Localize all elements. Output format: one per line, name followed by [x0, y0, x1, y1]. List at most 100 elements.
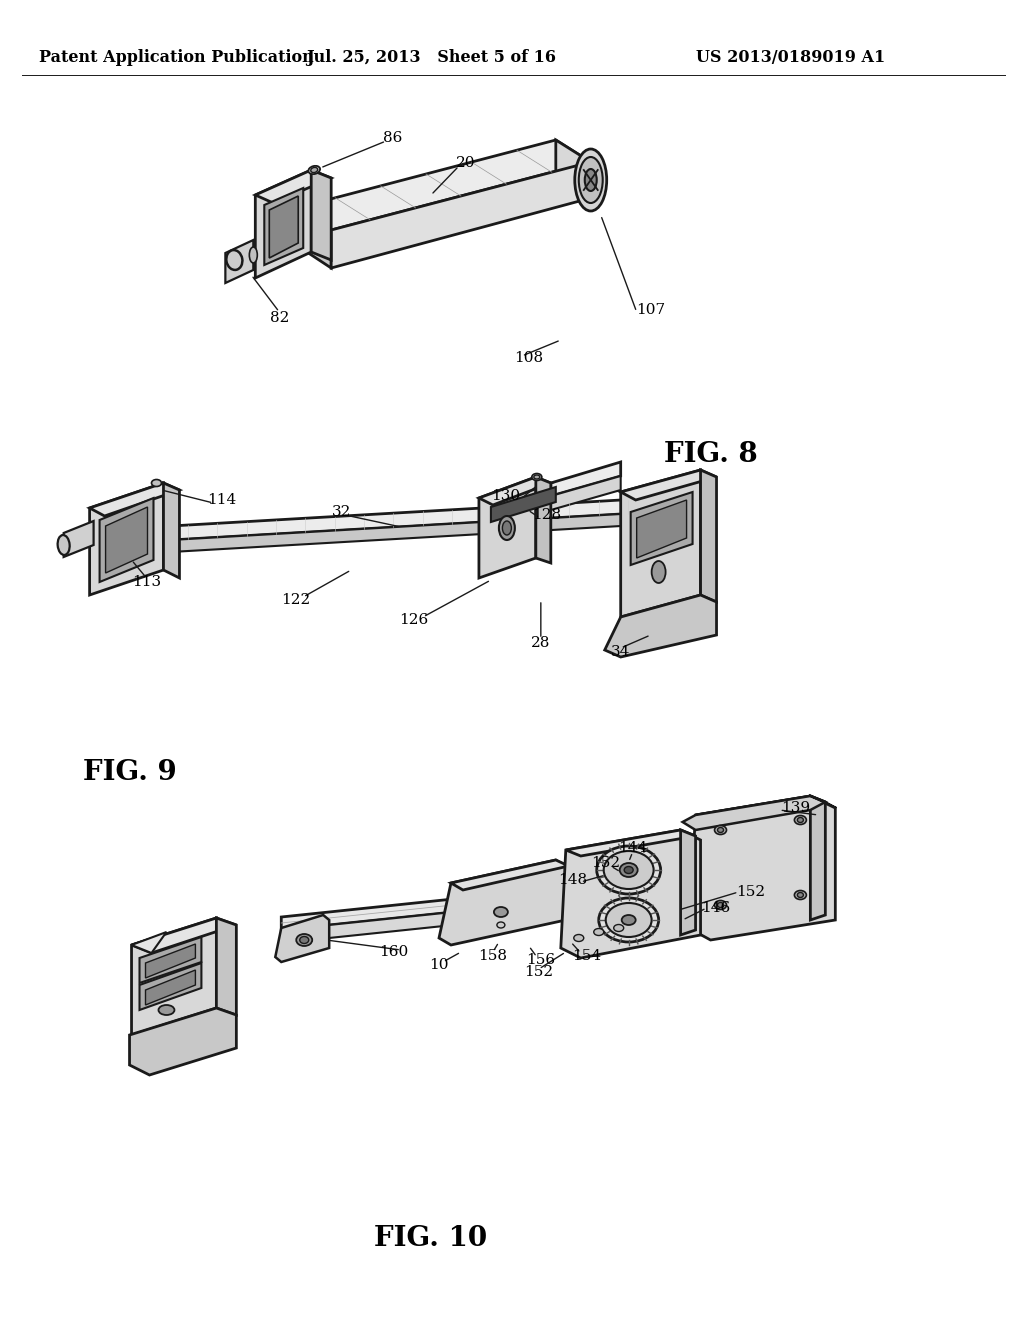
- Text: 122: 122: [282, 593, 311, 607]
- Ellipse shape: [574, 149, 606, 211]
- Text: 144: 144: [618, 841, 647, 855]
- Polygon shape: [621, 470, 700, 616]
- Polygon shape: [605, 595, 717, 657]
- Polygon shape: [296, 140, 591, 230]
- Polygon shape: [681, 830, 695, 935]
- Text: 86: 86: [383, 131, 402, 145]
- Ellipse shape: [620, 863, 638, 876]
- Polygon shape: [282, 882, 615, 931]
- Ellipse shape: [795, 816, 806, 825]
- Ellipse shape: [718, 903, 724, 908]
- Polygon shape: [451, 861, 568, 890]
- Polygon shape: [551, 462, 621, 496]
- Text: 107: 107: [636, 304, 666, 317]
- Ellipse shape: [604, 851, 653, 888]
- Ellipse shape: [579, 157, 603, 203]
- Ellipse shape: [308, 166, 321, 174]
- Text: 130: 130: [492, 488, 520, 503]
- Ellipse shape: [534, 475, 540, 479]
- Polygon shape: [688, 796, 836, 940]
- Text: 114: 114: [207, 492, 236, 507]
- Polygon shape: [255, 170, 311, 279]
- Ellipse shape: [503, 521, 511, 535]
- Ellipse shape: [499, 516, 515, 540]
- Text: US 2013/0189019 A1: US 2013/0189019 A1: [695, 49, 885, 66]
- Text: 154: 154: [572, 949, 601, 964]
- Text: 146: 146: [700, 902, 730, 915]
- Polygon shape: [275, 915, 329, 962]
- Ellipse shape: [798, 817, 804, 822]
- Ellipse shape: [599, 898, 658, 942]
- Text: 148: 148: [558, 873, 588, 887]
- Polygon shape: [700, 470, 717, 602]
- Ellipse shape: [152, 479, 162, 487]
- Polygon shape: [282, 895, 615, 942]
- Polygon shape: [131, 932, 167, 953]
- Text: 126: 126: [399, 612, 429, 627]
- Text: Jul. 25, 2013   Sheet 5 of 16: Jul. 25, 2013 Sheet 5 of 16: [306, 49, 556, 66]
- Text: FIG. 9: FIG. 9: [83, 759, 176, 785]
- Ellipse shape: [573, 935, 584, 941]
- Text: 152: 152: [591, 855, 621, 870]
- Polygon shape: [89, 483, 164, 595]
- Text: FIG. 8: FIG. 8: [664, 441, 758, 469]
- Polygon shape: [561, 830, 700, 958]
- Ellipse shape: [715, 825, 726, 834]
- Polygon shape: [296, 209, 331, 268]
- Text: 10: 10: [429, 958, 449, 972]
- Ellipse shape: [497, 921, 505, 928]
- Text: 139: 139: [781, 801, 810, 814]
- Ellipse shape: [159, 1005, 174, 1015]
- Polygon shape: [637, 500, 686, 558]
- Polygon shape: [101, 512, 655, 556]
- Ellipse shape: [249, 247, 257, 263]
- Polygon shape: [255, 170, 331, 203]
- Text: 156: 156: [526, 953, 555, 968]
- Polygon shape: [810, 796, 837, 808]
- Ellipse shape: [494, 907, 508, 917]
- Polygon shape: [551, 477, 621, 510]
- Ellipse shape: [718, 828, 724, 833]
- Polygon shape: [101, 498, 655, 544]
- Text: 160: 160: [380, 945, 409, 960]
- Polygon shape: [264, 187, 303, 265]
- Polygon shape: [164, 483, 179, 578]
- Ellipse shape: [226, 249, 243, 271]
- Polygon shape: [129, 1008, 237, 1074]
- Polygon shape: [63, 521, 93, 557]
- Text: 128: 128: [532, 508, 561, 521]
- Ellipse shape: [310, 168, 317, 173]
- Polygon shape: [479, 477, 551, 506]
- Ellipse shape: [585, 169, 597, 191]
- Polygon shape: [269, 195, 298, 257]
- Polygon shape: [225, 240, 253, 282]
- Text: 152: 152: [524, 965, 553, 979]
- Text: 32: 32: [332, 506, 351, 519]
- Polygon shape: [439, 861, 566, 945]
- Text: 34: 34: [611, 645, 631, 659]
- Ellipse shape: [606, 903, 651, 937]
- Ellipse shape: [296, 935, 312, 946]
- Ellipse shape: [594, 928, 604, 936]
- Text: Patent Application Publication: Patent Application Publication: [39, 49, 313, 66]
- Polygon shape: [139, 964, 202, 1010]
- Polygon shape: [331, 162, 591, 268]
- Text: 20: 20: [457, 156, 476, 170]
- Polygon shape: [131, 917, 237, 953]
- Ellipse shape: [57, 535, 70, 554]
- Text: 113: 113: [132, 576, 161, 589]
- Polygon shape: [99, 498, 154, 582]
- Ellipse shape: [597, 846, 660, 894]
- Text: FIG. 10: FIG. 10: [375, 1225, 487, 1251]
- Polygon shape: [479, 477, 536, 578]
- Ellipse shape: [625, 866, 633, 874]
- Ellipse shape: [613, 924, 624, 932]
- Text: 28: 28: [531, 636, 551, 649]
- Polygon shape: [145, 944, 196, 978]
- Ellipse shape: [795, 891, 806, 899]
- Polygon shape: [566, 830, 695, 855]
- Ellipse shape: [622, 915, 636, 925]
- Polygon shape: [695, 796, 825, 822]
- Ellipse shape: [715, 900, 726, 909]
- Ellipse shape: [531, 474, 542, 480]
